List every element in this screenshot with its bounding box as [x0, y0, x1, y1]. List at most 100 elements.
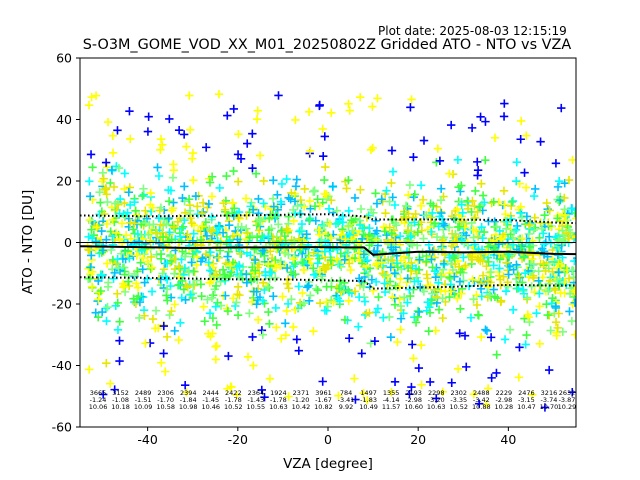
scatter-point — [251, 169, 261, 178]
bin-count-label: 1355 — [383, 389, 400, 397]
scatter-point — [436, 184, 446, 193]
scatter-point — [456, 187, 465, 196]
scatter-point — [299, 298, 309, 308]
bin-spread-label: 10.46 — [201, 403, 220, 411]
scatter-point — [554, 177, 564, 186]
scatter-point — [283, 299, 293, 309]
scatter-point — [120, 169, 129, 178]
scatter-point — [373, 304, 383, 313]
scatter-point — [223, 384, 232, 393]
scatter-point — [405, 180, 415, 190]
scatter-point — [113, 254, 122, 264]
scatter-point — [403, 226, 413, 235]
scatter-point — [372, 199, 382, 208]
scatter-point — [334, 284, 344, 293]
scatter-point — [413, 312, 423, 322]
scatter-point — [472, 300, 482, 310]
scatter-point — [568, 155, 576, 165]
scatter-point — [123, 208, 132, 217]
bin-spread-label: 9.92 — [339, 403, 353, 411]
scatter-point — [373, 94, 382, 103]
scatter-point — [276, 257, 286, 266]
scatter-point — [147, 287, 157, 296]
scatter-point — [408, 213, 418, 222]
scatter-point — [539, 240, 549, 249]
scatter-point — [156, 275, 165, 284]
scatter-point — [130, 219, 139, 228]
scatter-point — [86, 263, 96, 272]
scatter-point — [350, 287, 360, 296]
scatter-point — [236, 154, 246, 163]
scatter-point — [214, 89, 224, 99]
scatter-point — [162, 259, 172, 268]
scatter-point — [396, 274, 405, 284]
scatter-point — [516, 116, 526, 126]
scatter-point — [132, 279, 141, 288]
scatter-points — [83, 89, 576, 412]
scatter-point — [180, 263, 190, 273]
scatter-point — [318, 377, 327, 386]
scatter-point — [292, 335, 302, 344]
scatter-point — [319, 151, 328, 161]
scatter-point — [357, 349, 366, 358]
scatter-point — [197, 222, 207, 231]
scatter-point — [554, 259, 563, 268]
scatter-point — [396, 325, 405, 334]
scatter-point — [193, 202, 202, 211]
scatter-point — [158, 232, 168, 242]
scatter-point — [101, 183, 111, 193]
x-tick-label: -40 — [137, 432, 157, 447]
scatter-point — [385, 197, 394, 206]
scatter-point — [102, 358, 111, 368]
scatter-point — [414, 307, 424, 317]
scatter-point — [120, 247, 130, 256]
scatter-point — [437, 242, 446, 251]
scatter-point — [524, 312, 533, 322]
scatter-point — [249, 268, 259, 277]
scatter-point — [499, 186, 509, 196]
scatter-point — [129, 225, 138, 234]
scatter-point — [315, 298, 325, 308]
scatter-point — [196, 280, 206, 289]
scatter-point — [113, 289, 122, 298]
scatter-point — [359, 250, 369, 259]
scatter-point — [232, 390, 242, 400]
scatter-point — [134, 237, 144, 246]
scatter-point — [326, 233, 336, 243]
scatter-point — [140, 311, 149, 320]
scatter-point — [509, 227, 519, 236]
scatter-point — [491, 230, 501, 239]
scatter-point — [496, 275, 505, 284]
scatter-point — [233, 282, 243, 291]
scatter-point — [487, 373, 496, 383]
scatter-point — [410, 190, 420, 199]
scatter-point — [97, 226, 106, 236]
scatter-point — [212, 320, 221, 330]
scatter-point — [120, 184, 129, 194]
scatter-point — [552, 331, 561, 340]
scatter-point — [474, 399, 484, 408]
scatter-point — [489, 285, 498, 294]
scatter-point — [403, 274, 412, 283]
scatter-point — [345, 230, 354, 240]
scatter-point — [180, 182, 189, 191]
scatter-point — [293, 201, 302, 211]
scatter-point — [434, 278, 443, 287]
scatter-point — [407, 258, 416, 268]
x-axis-label: VZA [degree] — [283, 456, 373, 472]
scatter-point — [406, 231, 415, 241]
scatter-point — [154, 171, 164, 181]
scatter-point — [387, 387, 396, 397]
scatter-point — [481, 325, 490, 334]
scatter-point — [143, 127, 153, 136]
scatter-point — [245, 309, 254, 318]
scatter-point — [264, 225, 274, 235]
scatter-point — [380, 271, 390, 280]
scatter-point — [115, 336, 124, 345]
scatter-point — [495, 271, 504, 280]
scatter-point — [427, 227, 436, 237]
bin-count-label: 2229 — [496, 389, 513, 397]
scatter-point — [229, 104, 238, 114]
scatter-point — [254, 209, 263, 218]
scatter-point — [469, 225, 478, 234]
